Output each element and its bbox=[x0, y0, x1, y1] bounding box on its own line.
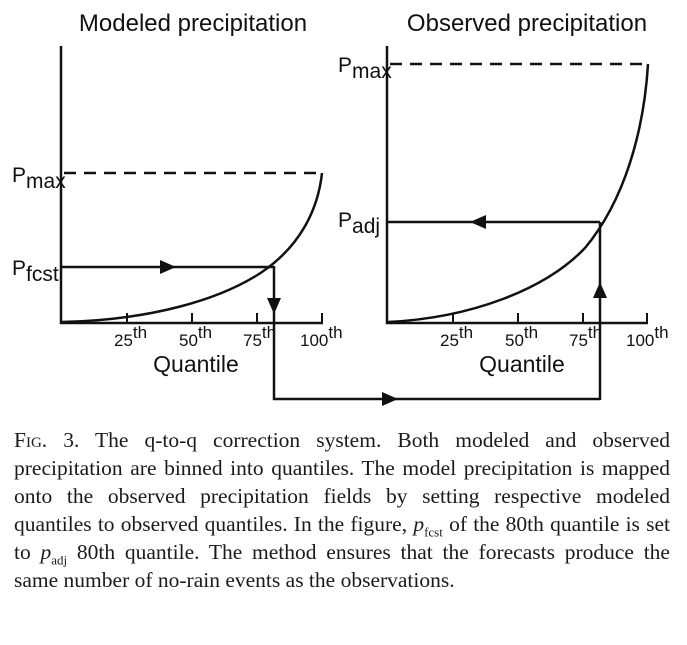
right-tick-75: 75th bbox=[569, 323, 602, 350]
left-panel: Modeled precipitation 25th 50th 75th 100… bbox=[12, 10, 343, 377]
left-x-label: Quantile bbox=[153, 351, 239, 377]
caption-var-padj-sub: adj bbox=[51, 552, 68, 568]
up-arrow-head-icon bbox=[593, 282, 607, 298]
right-x-label: Quantile bbox=[479, 351, 565, 377]
left-tick-25: 25th bbox=[114, 323, 147, 350]
mapping-path bbox=[61, 215, 607, 406]
right-panel: Observed precipitation 25th 50th 75th 10… bbox=[338, 10, 669, 377]
left-tick-50: 50th bbox=[179, 323, 212, 350]
right-cdf-curve bbox=[387, 63, 650, 324]
right-tick-100: 100th bbox=[626, 323, 669, 350]
right-padj-label: Padj bbox=[338, 209, 380, 238]
figure-caption: Fig. 3. The q-to-q correction system. Bo… bbox=[14, 426, 670, 594]
right-panel-title: Observed precipitation bbox=[407, 10, 647, 37]
left-pmax-label: Pmax bbox=[12, 164, 66, 193]
left-ticks bbox=[126, 313, 323, 323]
caption-var-pfcst-sub: fcst bbox=[424, 524, 443, 540]
figure-label: Fig. 3. bbox=[14, 428, 80, 452]
right-arrow-head-icon bbox=[160, 260, 176, 274]
caption-text-1: The q-to-q correction system. Both model… bbox=[14, 428, 670, 536]
left-pfcst-label: Pfcst bbox=[12, 257, 59, 286]
left-arrow-head-icon bbox=[470, 215, 486, 229]
left-panel-title: Modeled precipitation bbox=[79, 10, 307, 37]
left-tick-75: 75th bbox=[243, 323, 276, 350]
left-tick-100: 100th bbox=[300, 323, 343, 350]
figure: Modeled precipitation 25th 50th 75th 100… bbox=[12, 10, 669, 406]
left-cdf-curve bbox=[61, 172, 324, 324]
bottom-right-arrow-head-icon bbox=[382, 392, 398, 406]
right-ticks bbox=[452, 313, 648, 323]
right-pmax-label: Pmax bbox=[338, 54, 392, 83]
caption-var-pfcst: p bbox=[413, 512, 425, 536]
right-tick-50: 50th bbox=[505, 323, 538, 350]
caption-text-3: 80th quantile. The method ensures that t… bbox=[14, 540, 670, 592]
right-tick-25: 25th bbox=[440, 323, 473, 350]
down-arrow-head-icon bbox=[267, 298, 281, 314]
caption-text-2: of the 80th quantile is set to bbox=[14, 512, 670, 564]
caption-var-padj: p bbox=[40, 540, 52, 564]
q-to-q-diagram: Modeled precipitation 25th 50th 75th 100… bbox=[12, 10, 669, 406]
